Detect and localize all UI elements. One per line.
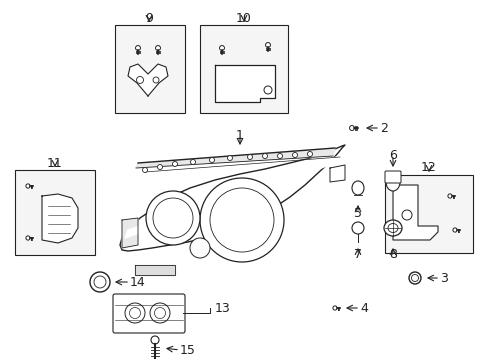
Circle shape	[142, 167, 147, 172]
Ellipse shape	[387, 224, 397, 233]
Circle shape	[411, 274, 418, 282]
Circle shape	[136, 77, 143, 84]
Circle shape	[129, 307, 140, 319]
Text: 5: 5	[353, 207, 361, 220]
Circle shape	[151, 336, 159, 344]
Circle shape	[94, 276, 106, 288]
Circle shape	[157, 165, 162, 170]
Polygon shape	[125, 155, 341, 238]
Polygon shape	[122, 218, 138, 248]
Circle shape	[452, 228, 456, 232]
Bar	[200, 25, 287, 113]
Circle shape	[153, 198, 193, 238]
Text: 6: 6	[388, 149, 396, 162]
Circle shape	[292, 153, 297, 158]
Text: 7: 7	[353, 248, 361, 261]
Circle shape	[209, 158, 214, 162]
FancyBboxPatch shape	[113, 294, 184, 333]
Circle shape	[26, 184, 30, 188]
Text: 1: 1	[236, 129, 244, 141]
Ellipse shape	[351, 181, 363, 195]
FancyBboxPatch shape	[384, 171, 400, 183]
Circle shape	[401, 210, 411, 220]
Polygon shape	[392, 185, 437, 240]
Text: 2: 2	[379, 122, 387, 135]
Circle shape	[200, 178, 284, 262]
Bar	[15, 170, 95, 255]
Polygon shape	[135, 265, 175, 275]
Circle shape	[90, 272, 110, 292]
Circle shape	[349, 126, 354, 130]
Circle shape	[125, 303, 145, 323]
Polygon shape	[120, 145, 345, 251]
Text: 14: 14	[130, 275, 145, 288]
Text: 11: 11	[47, 157, 63, 170]
Circle shape	[154, 307, 165, 319]
Circle shape	[172, 162, 177, 166]
Circle shape	[190, 238, 209, 258]
Text: 13: 13	[215, 302, 230, 315]
Circle shape	[332, 306, 336, 310]
Polygon shape	[215, 65, 274, 102]
Circle shape	[247, 154, 252, 159]
Circle shape	[264, 86, 271, 94]
Ellipse shape	[383, 220, 401, 236]
Polygon shape	[136, 148, 334, 168]
Circle shape	[26, 236, 30, 240]
Circle shape	[447, 194, 451, 198]
Text: 9: 9	[145, 12, 153, 24]
Circle shape	[155, 46, 160, 50]
Circle shape	[219, 46, 224, 50]
Circle shape	[262, 153, 267, 158]
Circle shape	[135, 46, 140, 50]
Bar	[384, 175, 472, 253]
Text: 10: 10	[236, 12, 251, 24]
Text: 3: 3	[439, 271, 447, 284]
Circle shape	[307, 152, 312, 157]
Polygon shape	[42, 194, 78, 243]
Circle shape	[277, 153, 282, 158]
Circle shape	[153, 77, 159, 83]
Circle shape	[146, 191, 200, 245]
Polygon shape	[329, 165, 345, 182]
Text: 15: 15	[180, 343, 196, 356]
Circle shape	[209, 188, 273, 252]
Text: 4: 4	[359, 302, 367, 315]
Text: 12: 12	[420, 161, 436, 174]
Text: 8: 8	[388, 248, 396, 261]
Ellipse shape	[385, 173, 399, 191]
Circle shape	[351, 222, 363, 234]
Polygon shape	[128, 64, 168, 96]
Bar	[115, 25, 184, 113]
Circle shape	[190, 159, 195, 165]
Circle shape	[227, 156, 232, 161]
Circle shape	[408, 272, 420, 284]
Circle shape	[265, 42, 270, 48]
Circle shape	[150, 303, 170, 323]
